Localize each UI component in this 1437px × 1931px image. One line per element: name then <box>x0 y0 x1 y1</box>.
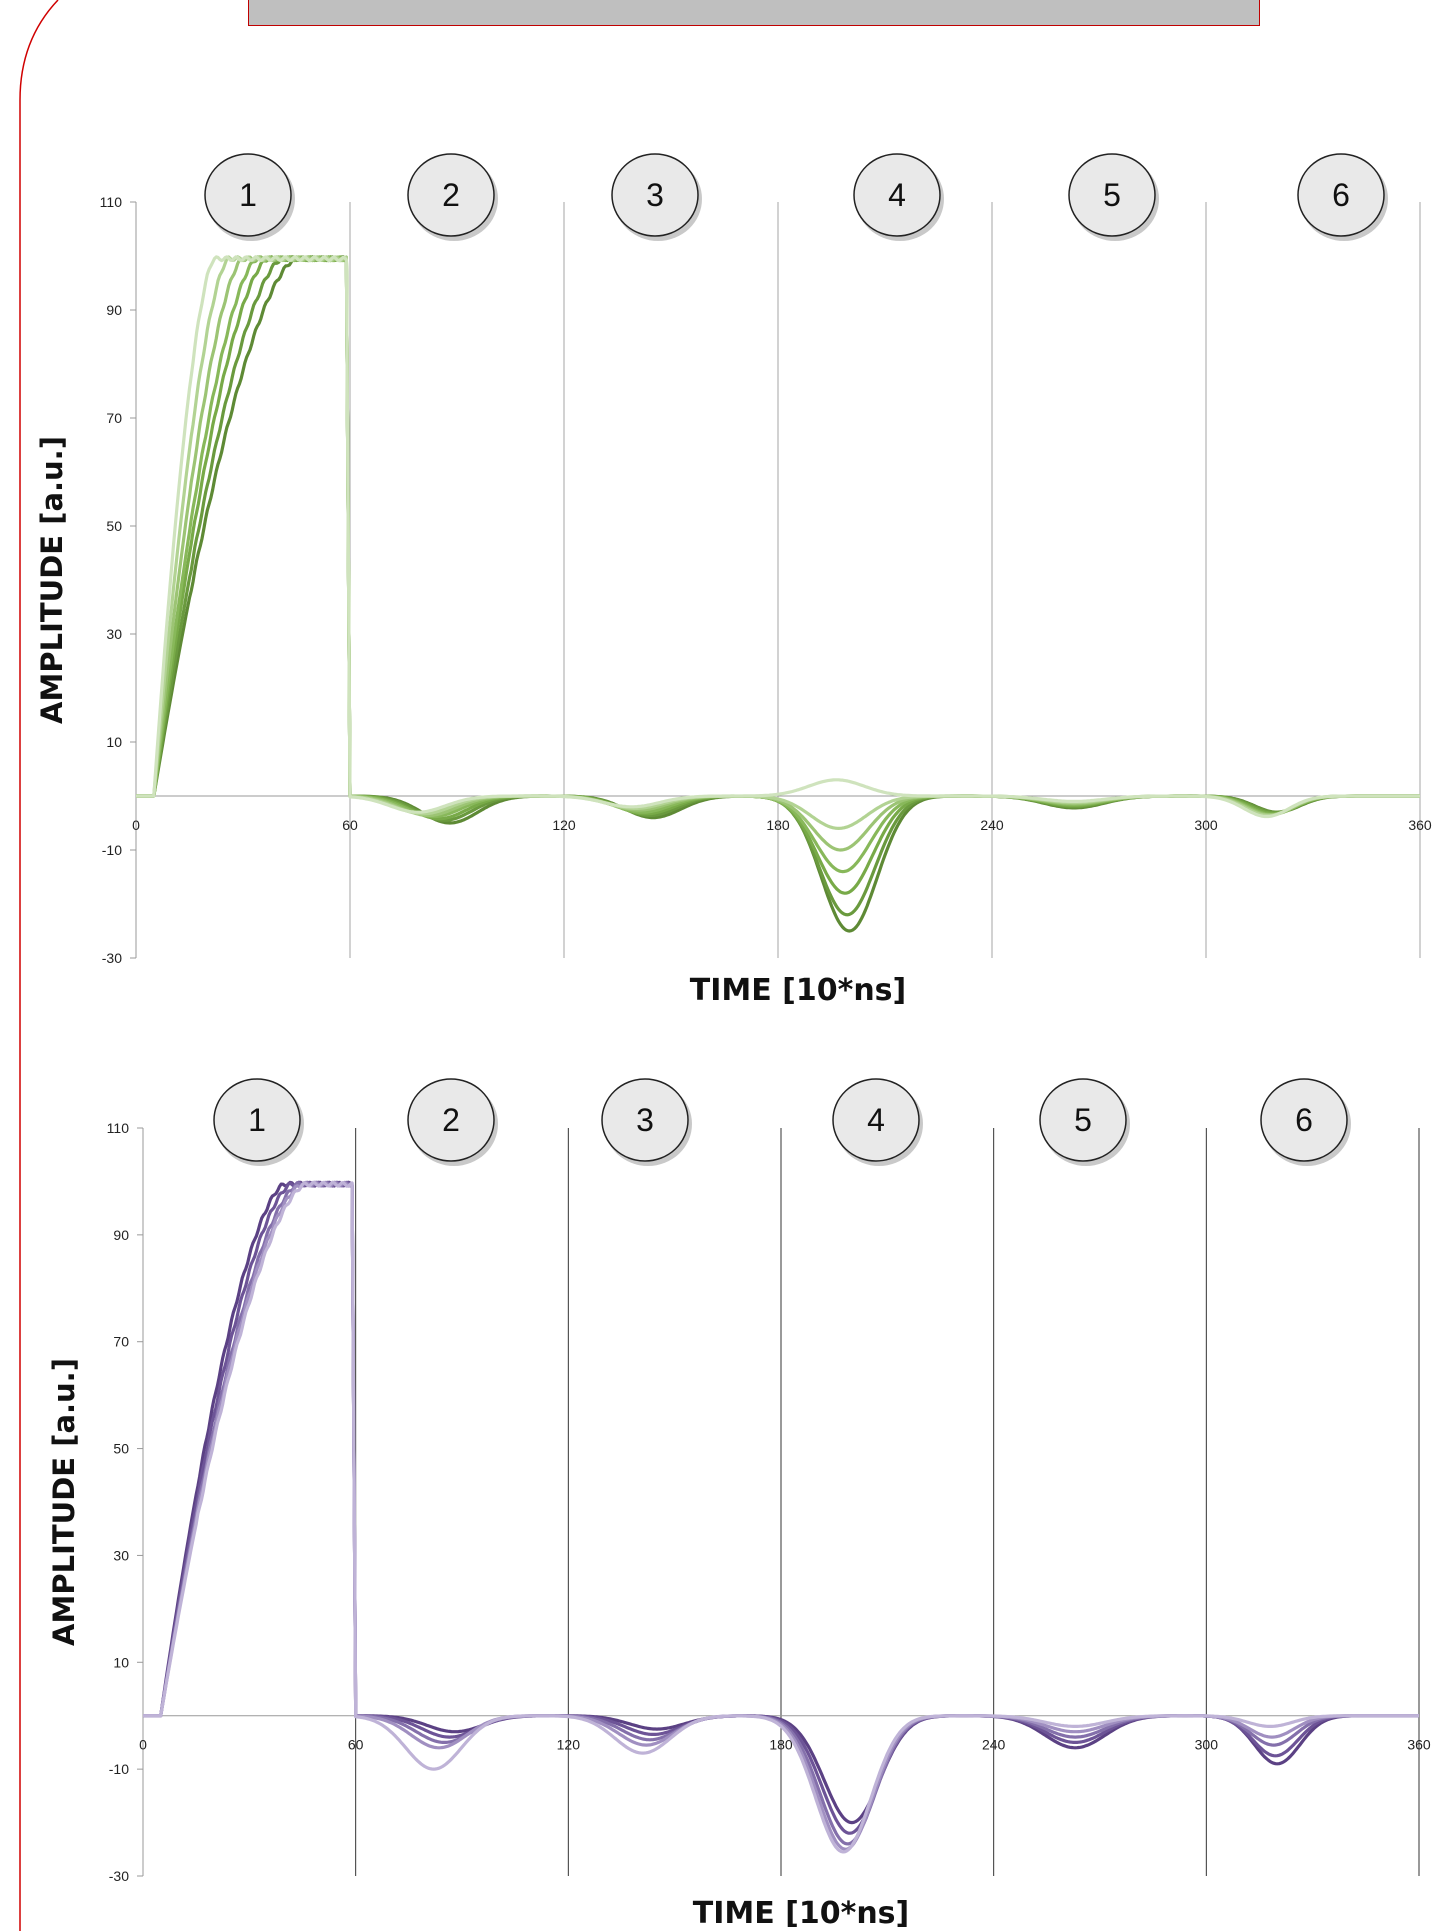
segment-bubble-1: 1 <box>204 153 295 241</box>
segment-number: 2 <box>442 1102 460 1138</box>
x-tick-label: 120 <box>557 1737 581 1753</box>
x-axis-title: TIME [10*ns] <box>693 1896 910 1931</box>
y-tick-label: 50 <box>113 1441 129 1457</box>
y-tick-label: 10 <box>106 734 122 750</box>
segment-number: 3 <box>636 1102 654 1138</box>
y-tick-label: 110 <box>107 1120 130 1136</box>
y-tick-label: 50 <box>106 518 122 534</box>
y-tick-label: -10 <box>109 1761 129 1777</box>
y-tick-label: 30 <box>106 626 122 642</box>
y-tick-label: -30 <box>109 1868 129 1884</box>
segment-number: 2 <box>442 177 460 213</box>
y-tick-label: 110 <box>100 194 123 210</box>
segment-bubble-2: 2 <box>407 1078 498 1166</box>
x-axis-title: TIME [10*ns] <box>690 973 907 1008</box>
y-tick-label: 70 <box>106 410 122 426</box>
segment-bubble-6: 6 <box>1260 1078 1351 1166</box>
x-tick-label: 60 <box>348 1737 364 1753</box>
x-tick-label: 360 <box>1407 1737 1431 1753</box>
x-tick-label: 300 <box>1194 817 1218 833</box>
x-tick-label: 120 <box>552 817 576 833</box>
series-line <box>143 1180 1419 1854</box>
segment-number: 5 <box>1074 1102 1092 1138</box>
segment-bubble-5: 5 <box>1039 1078 1130 1166</box>
x-tick-label: 180 <box>769 1737 793 1753</box>
x-tick-label: 60 <box>342 817 358 833</box>
segment-number: 6 <box>1332 177 1350 213</box>
segment-number: 1 <box>248 1102 266 1138</box>
segment-bubble-3: 3 <box>611 153 702 241</box>
segment-bubble-2: 2 <box>407 153 498 241</box>
y-tick-label: -10 <box>102 842 122 858</box>
segment-bubble-5: 5 <box>1068 153 1159 241</box>
segment-bubble-4: 4 <box>853 153 944 241</box>
segment-bubble-4: 4 <box>832 1078 923 1166</box>
segment-bubble-1: 1 <box>213 1078 304 1166</box>
x-tick-label: 180 <box>766 817 790 833</box>
chart-2: 110 90 70 50 30 10 -10 -30 0 60 120 180 240 300 360 1 2 3… <box>47 1078 1431 1931</box>
segment-number: 4 <box>888 177 906 213</box>
segment-bubble-6: 6 <box>1297 153 1388 241</box>
x-tick-label: 240 <box>980 817 1004 833</box>
segment-number: 6 <box>1295 1102 1313 1138</box>
segment-number: 3 <box>646 177 664 213</box>
y-tick-label: 90 <box>106 302 122 318</box>
segment-number: 4 <box>867 1102 885 1138</box>
chart-1: 110 90 70 50 30 10 -10 -30 0 60 120 180 240 300 360 1 2 3… <box>35 153 1432 1008</box>
y-tick-label: 90 <box>113 1227 129 1243</box>
y-tick-label: 10 <box>113 1654 129 1670</box>
y-tick-label: 70 <box>113 1334 129 1350</box>
series-line <box>136 255 1420 819</box>
x-tick-label: 300 <box>1195 1737 1219 1753</box>
y-axis-title: AMPLITUDE [a.u.] <box>47 1358 81 1646</box>
y-tick-label: 30 <box>113 1547 129 1563</box>
segment-number: 1 <box>239 177 257 213</box>
x-tick-label: 0 <box>139 1737 147 1753</box>
segment-number: 5 <box>1103 177 1121 213</box>
y-tick-label: -30 <box>102 950 122 966</box>
x-tick-label: 0 <box>132 817 140 833</box>
segment-bubble-3: 3 <box>601 1078 692 1166</box>
y-axis-title: AMPLITUDE [a.u.] <box>35 436 69 724</box>
x-tick-label: 240 <box>982 1737 1006 1753</box>
x-tick-label: 360 <box>1408 817 1432 833</box>
header-bar <box>248 0 1260 26</box>
